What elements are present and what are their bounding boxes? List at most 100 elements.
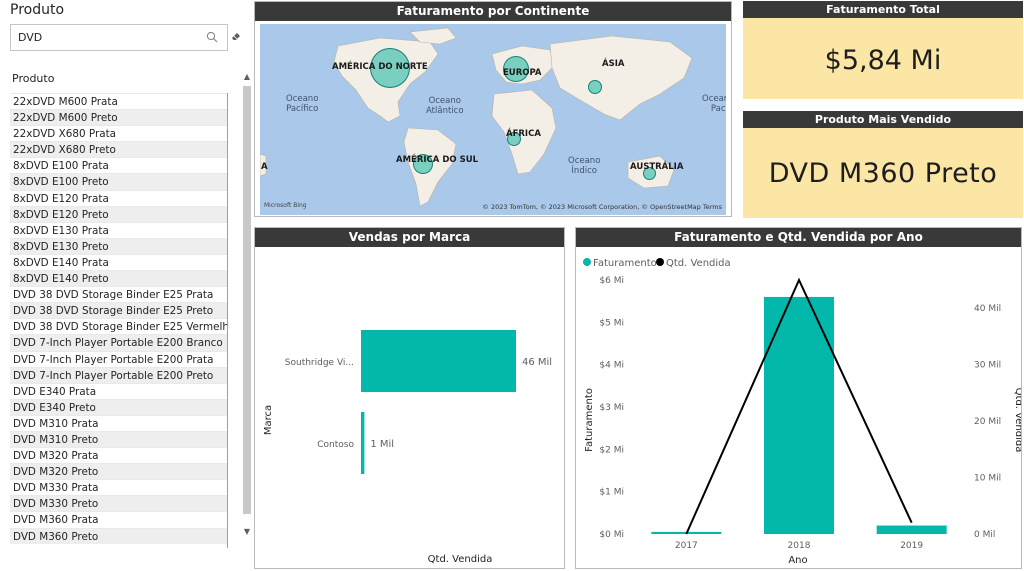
bubble-asia[interactable] [588,80,602,94]
slicer-item[interactable]: DVD 38 DVD Storage Binder E25 Vermelho [10,318,227,334]
legend-faturamento[interactable]: Faturamento [593,258,657,269]
label-asia: ÁSIA [602,59,625,69]
slicer-item[interactable]: 8xDVD E130 Preto [10,237,227,254]
bubble-europe[interactable] [503,56,529,82]
ocean-indian: Oceano Índico [568,156,601,176]
brand-category-label: Southridge Vi... [285,358,354,368]
brand-bar[interactable] [361,412,365,474]
right-tick-label: 20 Mil [974,417,1001,427]
slicer-title: Produto [10,2,65,18]
slicer-item[interactable]: DVD M360 Preto [10,527,227,544]
bubble-africa[interactable] [507,132,521,146]
kpi-top-value: DVD M360 Preto [768,158,998,189]
combo-x-axis-label: Ano [788,555,807,566]
right-tick-label: 0 Mil [974,530,995,540]
scroll-up-icon[interactable]: ▲ [243,72,251,81]
right-tick-label: 30 Mil [974,361,1001,371]
bubble-north-america[interactable] [370,48,410,88]
slicer-item[interactable]: DVD 38 DVD Storage Binder E25 Prata [10,286,227,302]
slicer-item[interactable]: 8xDVD E100 Prata [10,157,227,173]
brand-bar[interactable] [361,330,516,392]
slicer-item[interactable]: 22xDVD X680 Preto [10,141,227,158]
bubble-south-america[interactable] [413,154,433,174]
search-input[interactable] [11,25,191,50]
label-south-america: AMÉRICA DO SUL [396,155,479,165]
label-europe: EUROPA [503,68,542,78]
brand-value-label: 46 Mil [522,357,552,368]
revenue-bar[interactable] [876,525,947,534]
map-visual: Faturamento por Continente AMÉRICA DO NO… [254,1,732,217]
left-tick-label: $4 Mi [599,361,624,371]
slicer-item[interactable]: DVD E340 Preto [10,398,227,415]
right-tick-label: 10 Mil [974,474,1001,484]
brand-chart-svg: Marca Qtd. Vendida Southridge Vi... 46 Mi… [263,330,552,565]
brand-value-label: 1 Mil [370,439,394,450]
slicer-item[interactable]: DVD M330 Prata [10,479,227,495]
combo-chart-svg: Faturamento Qtd. Vendida Faturamento Qtd… [583,258,1021,566]
slicer-item[interactable]: DVD M310 Preto [10,430,227,448]
scroll-thumb[interactable] [243,86,251,514]
world-map[interactable]: AMÉRICA DO NORTE EUROPA ÁSIA ÁFRICA AMÉR… [260,24,726,215]
slicer-item[interactable]: DVD 7-Inch Player Portable E200 Preto [10,366,227,383]
combo-y-left-label: Faturamento [584,388,595,452]
left-tick-label: $3 Mi [599,403,624,413]
kpi-total-title: Faturamento Total [743,1,1023,18]
combo-chart-title: Faturamento e Qtd. Vendida por Ano [576,228,1021,247]
slicer-item[interactable]: 22xDVD M600 Prata [10,93,227,109]
right-tick-label: 40 Mil [974,304,1001,314]
kpi-top-title: Produto Mais Vendido [743,111,1023,128]
kpi-total-value: $5,84 Mi [824,45,942,76]
slicer-item[interactable]: DVD 38 DVD Storage Binder E25 Preto [10,302,227,319]
slicer-item[interactable]: 8xDVD E140 Preto [10,270,227,287]
slicer-item[interactable]: 8xDVD E140 Prata [10,253,227,270]
revenue-bar[interactable] [764,296,834,534]
brand-y-axis-label: Marca [263,405,274,435]
slicer-list: 22xDVD M600 Prata 22xDVD M600 Preto 22xDVD… [10,93,228,548]
slicer-item[interactable]: 8xDVD E120 Preto [10,205,227,222]
ocean-pacific: Oceano Pacífico [286,94,319,114]
brand-chart: Vendas por Marca Marca Qtd. Vendida Sout… [254,227,565,569]
slicer-item[interactable]: DVD M320 Prata [10,447,227,463]
left-tick-label: $1 Mi [599,488,624,498]
quantity-line[interactable] [685,277,913,535]
slicer-item[interactable]: DVD M330 Preto [10,495,227,512]
kpi-top-product: Produto Mais Vendido DVD M360 Preto [743,111,1023,218]
slicer-item[interactable]: 22xDVD M600 Preto [10,109,227,126]
slicer-item[interactable]: 8xDVD E100 Preto [10,173,227,190]
map-title: Faturamento por Continente [255,2,731,21]
slicer-item[interactable]: 8xDVD E120 Prata [10,189,227,206]
kpi-total-revenue: Faturamento Total $5,84 Mi [743,1,1023,99]
search-icon[interactable] [206,31,218,43]
scrollbar[interactable]: ▲ ▼ [242,72,252,542]
left-tick-label: $5 Mi [599,318,624,328]
slicer-item[interactable]: DVD M320 Preto [10,463,227,480]
legend[interactable]: Faturamento Qtd. Vendida [583,258,731,269]
slicer-item[interactable]: 8xDVD E130 Prata [10,221,227,238]
slicer-column-header: Produto [12,72,55,85]
label-africa: ÁFRICA [506,129,541,139]
slicer-item[interactable]: DVD E340 Prata [10,382,227,399]
eraser-icon[interactable] [230,30,242,42]
brand-chart-title: Vendas por Marca [255,228,564,247]
slicer-item[interactable]: DVD 7-Inch Player Portable E200 Prata [10,350,227,367]
slicer-item[interactable]: DVD 7-Inch Player Portable E200 Branco [10,334,227,351]
map-land [260,27,693,207]
combo-chart: Faturamento e Qtd. Vendida por Ano Fatur… [575,227,1022,569]
search-box[interactable] [10,24,228,51]
map-credit[interactable]: © 2023 TomTom, © 2023 Microsoft Corporat… [482,203,722,211]
bing-logo: Microsoft Bing [264,202,307,209]
left-tick-label: $6 Mi [599,276,624,286]
slicer-item[interactable]: DVD M360 Prata [10,511,227,527]
combo-y-right-label: Qtd. Vendida [1013,388,1021,453]
slicer-item[interactable]: DVD M310 Prata [10,414,227,431]
legend-qtd-vendida[interactable]: Qtd. Vendida [666,258,731,269]
label-north-america: AMÉRICA DO NORTE [332,62,428,72]
label-edge: A [261,162,268,172]
brand-category-label: Contoso [317,440,354,450]
slicer-item[interactable]: 22xDVD X680 Prata [10,125,227,141]
ocean-pacific-right: Oceano Pac [702,94,726,114]
scroll-down-icon[interactable]: ▼ [243,527,251,536]
left-tick-label: $0 Mi [599,530,624,540]
x-tick-label: 2018 [788,541,811,551]
bubble-australia[interactable] [643,167,656,180]
